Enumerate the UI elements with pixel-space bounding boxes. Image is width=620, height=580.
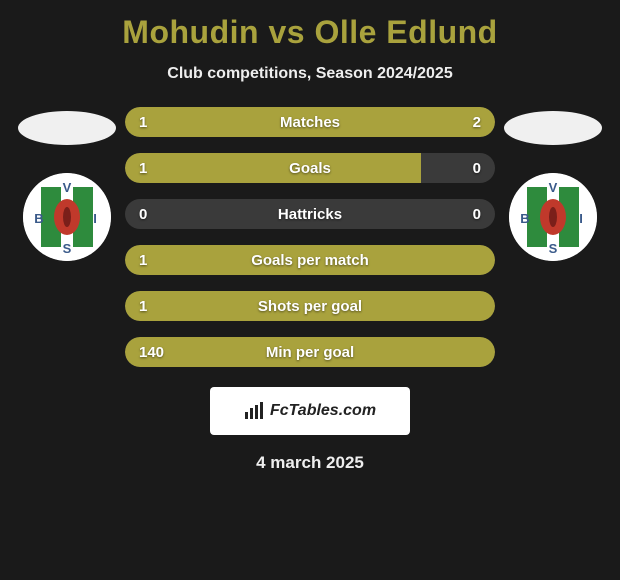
crest-svg-left: V B I S bbox=[23, 173, 111, 261]
svg-text:B: B bbox=[520, 211, 529, 226]
svg-text:V: V bbox=[549, 180, 558, 195]
chart-icon bbox=[244, 402, 264, 420]
crest-svg-right: V B I S bbox=[509, 173, 597, 261]
svg-text:S: S bbox=[63, 241, 72, 256]
right-column: V B I S bbox=[499, 103, 607, 261]
player-photo-placeholder-left bbox=[18, 111, 116, 145]
left-column: V B I S bbox=[13, 103, 121, 261]
stat-label: Min per goal bbox=[125, 344, 495, 361]
date-label: 4 march 2025 bbox=[256, 453, 364, 473]
infographic-container: Mohudin vs Olle Edlund Club competitions… bbox=[0, 0, 620, 473]
club-crest-right: V B I S bbox=[509, 173, 597, 261]
stat-bars: 12Matches 10Goals 00Hattricks 1Goals per ma… bbox=[125, 103, 495, 367]
stat-bar-row: 140Min per goal bbox=[125, 337, 495, 367]
club-crest-left: V B I S bbox=[23, 173, 111, 261]
stat-bar-row: 00Hattricks bbox=[125, 199, 495, 229]
stat-label: Matches bbox=[125, 114, 495, 131]
brand-box: FcTables.com bbox=[210, 387, 410, 435]
stat-bar-row: 1Shots per goal bbox=[125, 291, 495, 321]
page-title: Mohudin vs Olle Edlund bbox=[122, 14, 497, 51]
svg-text:V: V bbox=[63, 180, 72, 195]
player-photo-placeholder-right bbox=[504, 111, 602, 145]
stat-label: Hattricks bbox=[125, 206, 495, 223]
stat-bar-row: 10Goals bbox=[125, 153, 495, 183]
stat-bar-row: 1Goals per match bbox=[125, 245, 495, 275]
svg-text:I: I bbox=[579, 211, 583, 226]
main-row: V B I S 12Matches 10Goals 00Hattricks 1Goal… bbox=[0, 103, 620, 367]
stat-bar-row: 12Matches bbox=[125, 107, 495, 137]
stat-label: Goals bbox=[125, 160, 495, 177]
brand-label: FcTables.com bbox=[270, 402, 376, 420]
svg-text:S: S bbox=[549, 241, 558, 256]
stat-label: Goals per match bbox=[125, 252, 495, 269]
svg-text:B: B bbox=[34, 211, 43, 226]
svg-text:I: I bbox=[93, 211, 97, 226]
subtitle: Club competitions, Season 2024/2025 bbox=[167, 65, 452, 83]
stat-label: Shots per goal bbox=[125, 298, 495, 315]
